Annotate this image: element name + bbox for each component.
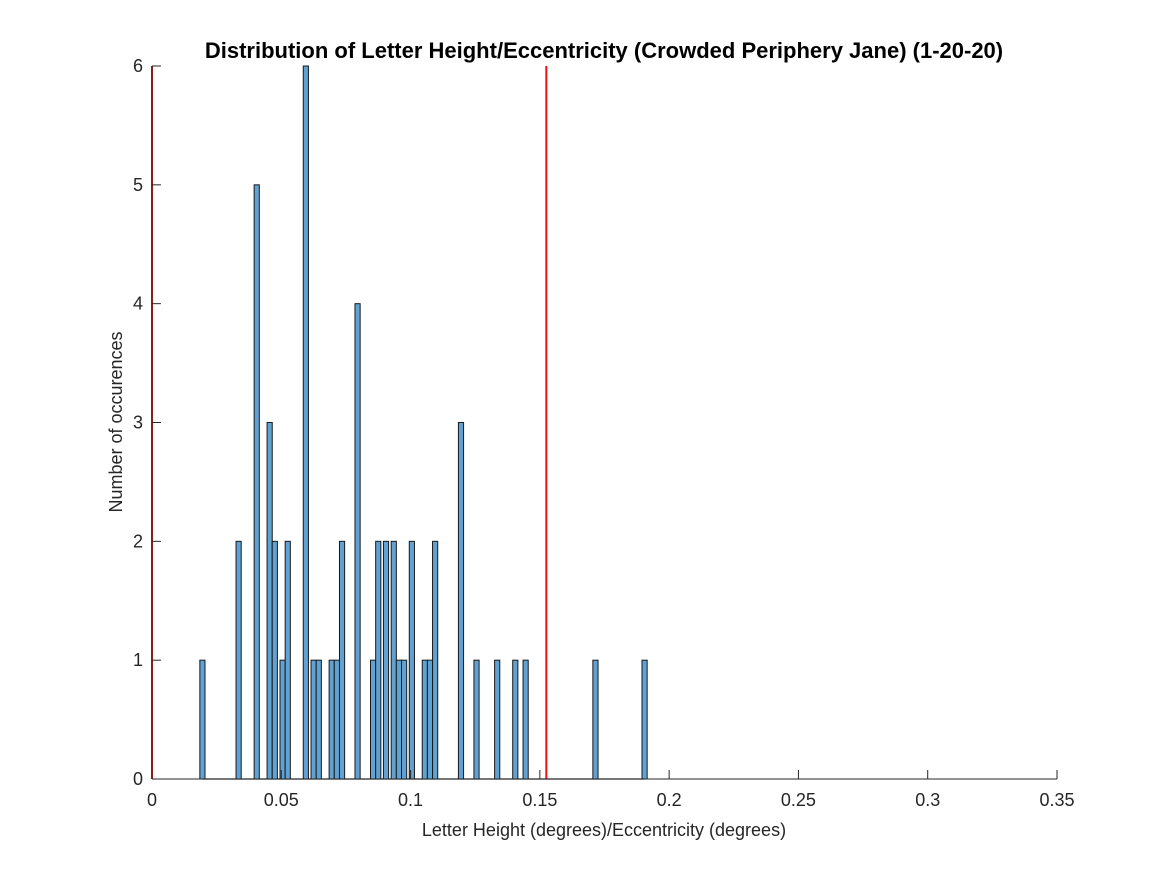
plot-area: 0 0.05 0.1 0.15 0.2 0.25 0.3 0.35 0 1 2 3 4 5 6 <box>133 56 1075 810</box>
histogram-bar <box>338 540 346 780</box>
histogram-bar <box>284 540 291 780</box>
histogram-bar <box>375 540 382 780</box>
histogram-bar <box>235 540 242 780</box>
x-tick-label: 0.05 <box>264 790 299 810</box>
x-tick-label: 0.35 <box>1039 790 1074 810</box>
histogram-bar <box>382 540 390 780</box>
histogram-bar <box>302 65 309 780</box>
histogram-bar <box>512 659 519 780</box>
x-tick-label: 0.25 <box>781 790 816 810</box>
histogram-bar <box>432 540 439 780</box>
y-tick-label: 4 <box>133 294 143 314</box>
histogram-bar <box>421 659 428 780</box>
x-tick-label: 0.1 <box>398 790 423 810</box>
bars <box>199 65 648 780</box>
chart-title: Distribution of Letter Height/Eccentrici… <box>205 38 1003 63</box>
histogram-bar <box>266 422 273 780</box>
histogram-bar <box>522 659 529 780</box>
histogram-bar <box>408 540 415 780</box>
histogram-bar <box>354 303 361 780</box>
histogram-bar <box>426 659 434 780</box>
x-tick-label: 0.3 <box>915 790 940 810</box>
histogram-bar <box>395 659 403 780</box>
y-axis-ticks: 0 1 2 3 4 5 6 <box>133 56 161 789</box>
y-tick-label: 5 <box>133 175 143 195</box>
x-axis-ticks: 0 0.05 0.1 0.15 0.2 0.25 0.3 0.35 <box>147 770 1075 810</box>
y-tick-label: 2 <box>133 531 143 551</box>
histogram-bar <box>199 659 206 780</box>
histogram-bar <box>641 659 648 780</box>
histogram-bar <box>457 422 465 780</box>
histogram-bar <box>310 659 317 780</box>
y-tick-label: 1 <box>133 650 143 670</box>
histogram-bar <box>271 540 278 780</box>
y-tick-label: 6 <box>133 56 143 76</box>
x-axis-label: Letter Height (degrees)/Eccentricity (de… <box>422 820 786 840</box>
x-tick-label: 0.15 <box>522 790 557 810</box>
histogram-bar <box>315 659 322 780</box>
x-tick-label: 0.2 <box>657 790 682 810</box>
histogram-bar <box>473 659 480 780</box>
histogram-bar <box>592 659 599 780</box>
y-tick-label: 3 <box>133 413 143 433</box>
x-tick-label: 0 <box>147 790 157 810</box>
histogram-bar <box>328 659 335 780</box>
histogram-bar <box>390 540 397 780</box>
histogram-bar <box>279 659 286 780</box>
histogram-bar <box>253 184 260 780</box>
y-tick-label: 0 <box>133 769 143 789</box>
histogram-bar <box>494 659 501 780</box>
histogram-bar <box>401 659 408 780</box>
histogram-bar <box>333 659 340 780</box>
y-axis-label: Number of occurences <box>106 331 126 512</box>
histogram-bar <box>369 659 377 780</box>
